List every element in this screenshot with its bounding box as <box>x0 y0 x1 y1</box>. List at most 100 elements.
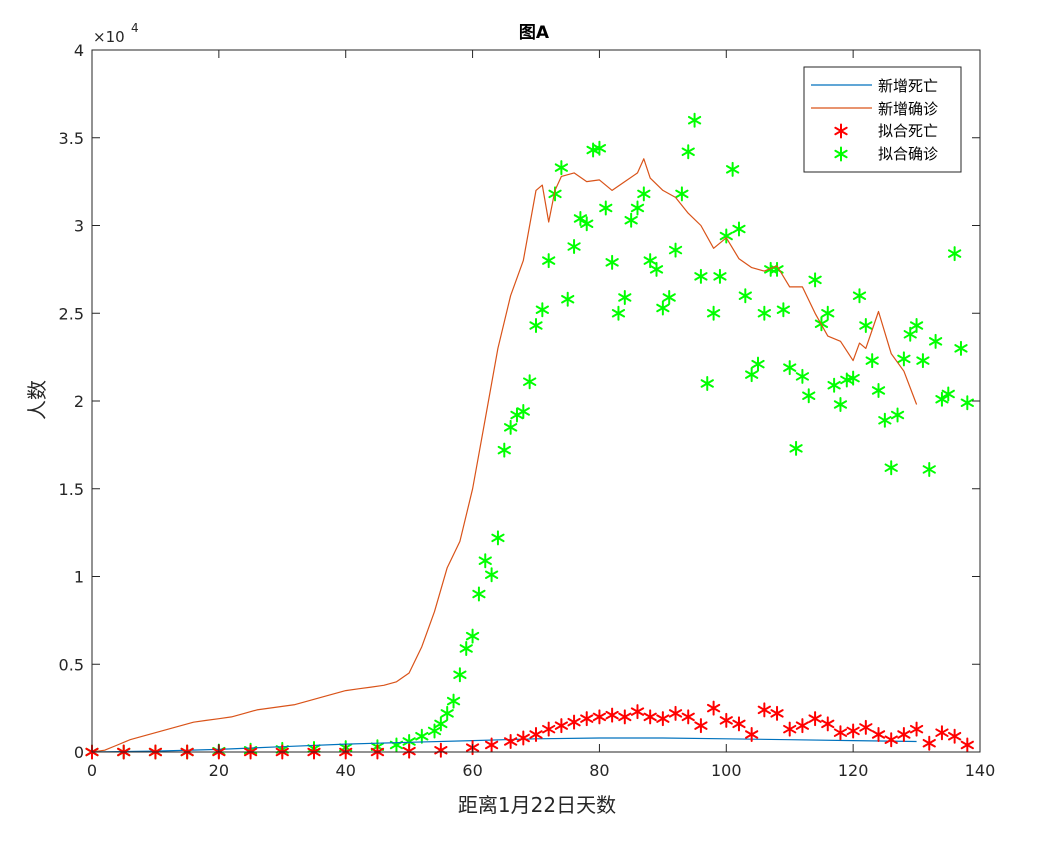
data-point <box>618 289 632 305</box>
data-point <box>827 377 841 393</box>
legend-marker-symbol <box>834 146 848 162</box>
data-point <box>618 709 632 725</box>
legend-marker-symbol <box>834 123 848 139</box>
data-point <box>928 333 943 349</box>
data-point <box>770 261 784 277</box>
data-point <box>884 460 898 476</box>
legend-entry-new-deaths: 新增死亡 <box>811 77 938 95</box>
data-point <box>764 261 778 277</box>
data-point <box>580 216 594 232</box>
data-point <box>637 186 651 202</box>
data-point <box>846 723 860 739</box>
data-point <box>542 253 556 269</box>
data-point <box>935 391 949 407</box>
data-point <box>592 709 607 725</box>
data-point <box>675 186 689 202</box>
data-point <box>542 721 556 737</box>
data-point <box>516 730 530 746</box>
data-point <box>523 374 537 390</box>
data-point <box>656 300 670 316</box>
chart-title: 图A <box>519 23 550 43</box>
data-point <box>681 709 695 725</box>
data-point <box>732 716 746 732</box>
data-point <box>808 711 822 727</box>
data-point <box>884 732 898 748</box>
data-point <box>909 318 924 334</box>
data-point <box>415 728 429 744</box>
data-point <box>947 728 962 744</box>
y-tick-label: 3.5 <box>59 129 84 148</box>
data-point <box>630 704 645 720</box>
data-point <box>725 161 740 177</box>
data-point <box>605 707 619 723</box>
data-point <box>529 318 543 334</box>
data-point <box>624 212 638 228</box>
data-point <box>783 721 797 737</box>
data-point <box>935 725 949 741</box>
y-axis-label: 人数 <box>25 380 49 420</box>
legend-marker-fit-confirmed <box>834 146 848 162</box>
data-point <box>580 711 594 727</box>
data-point <box>472 586 486 602</box>
data-point <box>497 442 511 458</box>
data-point <box>516 404 530 420</box>
data-point <box>941 386 955 402</box>
data-point <box>567 239 581 255</box>
data-point <box>719 712 733 728</box>
data-point <box>491 530 505 546</box>
data-point <box>662 289 676 305</box>
data-point <box>668 705 683 721</box>
y-tick-label: 3 <box>74 217 84 236</box>
data-point <box>859 318 873 334</box>
data-point <box>643 253 657 269</box>
y-scale-exponent: 4 <box>131 21 139 35</box>
data-point <box>789 440 803 456</box>
data-point <box>776 302 791 318</box>
data-point <box>478 553 492 569</box>
data-point <box>611 305 626 321</box>
data-point <box>529 726 543 742</box>
data-point <box>783 360 797 376</box>
data-point <box>459 640 473 656</box>
data-point <box>846 370 860 386</box>
data-point <box>871 382 886 398</box>
data-point <box>605 254 619 270</box>
legend-label-fit-deaths: 拟合死亡 <box>878 122 938 140</box>
data-point <box>757 702 771 718</box>
data-point <box>694 718 708 734</box>
y-tick-label: 0 <box>74 743 84 762</box>
data-point <box>745 367 759 383</box>
data-point <box>453 667 467 683</box>
data-point <box>535 302 549 318</box>
data-point <box>795 368 810 384</box>
data-point <box>821 716 835 732</box>
data-point <box>878 412 892 428</box>
data-point <box>960 395 974 411</box>
data-point <box>434 742 448 758</box>
data-point <box>871 726 886 742</box>
data-point <box>897 726 911 742</box>
legend-marker-fit-deaths <box>834 123 848 139</box>
data-point <box>897 351 911 367</box>
data-point <box>808 272 822 288</box>
data-point <box>402 743 416 759</box>
y-tick-label: 2 <box>74 392 84 411</box>
data-point <box>561 291 575 307</box>
data-point <box>859 719 873 735</box>
legend-label-new-deaths: 新增死亡 <box>878 77 938 95</box>
legend-entry-fit-confirmed: 拟合确诊 <box>834 145 938 163</box>
data-point <box>916 353 930 369</box>
y-tick-label: 2.5 <box>59 304 84 323</box>
data-point <box>922 461 936 477</box>
data-point <box>694 268 708 284</box>
data-point <box>745 726 759 742</box>
data-point <box>954 340 968 356</box>
data-point <box>554 718 569 734</box>
axes-layer: 0 20 40 60 80 100 120 140 0 0.5 1 1.5 2 2.5 3 3.5 4 <box>59 41 996 780</box>
y-tick-label: 4 <box>74 41 84 60</box>
data-point <box>465 628 480 644</box>
data-point <box>554 160 569 176</box>
data-point <box>738 288 752 304</box>
x-axis-label: 距离1月22日天数 <box>458 793 616 817</box>
legend-label-new-confirmed: 新增确诊 <box>878 100 938 118</box>
